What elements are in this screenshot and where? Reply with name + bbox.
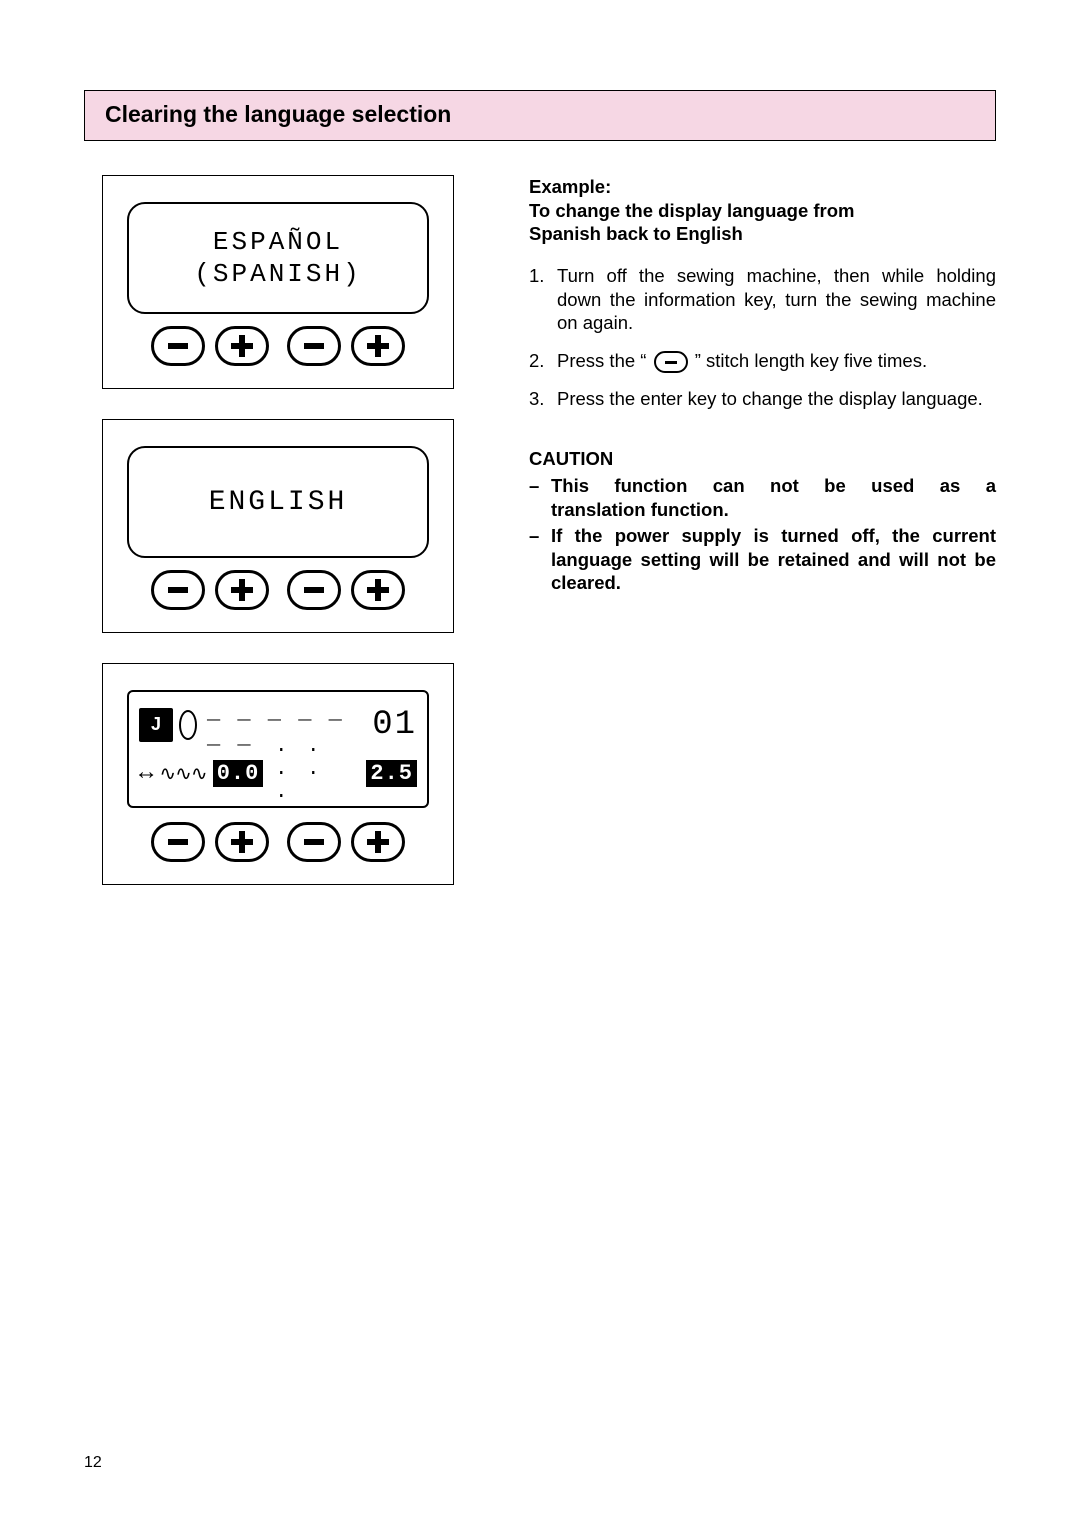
length-plus-button[interactable]: [351, 822, 405, 862]
length-minus-button[interactable]: [287, 326, 341, 366]
step2-suffix: ” stitch length key five times.: [695, 350, 927, 371]
width-minus-button[interactable]: [151, 822, 205, 862]
example-text: To change the display language from Span…: [529, 199, 900, 246]
width-arrow-icon: ↔: [139, 760, 153, 787]
left-column: ESPAÑOL (SPANISH): [84, 175, 479, 885]
stitch-width-value: 0.0: [213, 760, 264, 787]
width-minus-button[interactable]: [151, 326, 205, 366]
width-minus-button[interactable]: [151, 570, 205, 610]
lcd-line1: ENGLISH: [209, 485, 348, 520]
caution-heading: CAUTION: [529, 447, 996, 471]
width-plus-button[interactable]: [215, 570, 269, 610]
display-panel-spanish: ESPAÑOL (SPANISH): [102, 175, 454, 389]
length-plus-button[interactable]: [351, 326, 405, 366]
pattern-number: 01: [372, 706, 417, 744]
steps-list: 1. Turn off the sewing machine, then whi…: [529, 264, 996, 411]
step-1: 1. Turn off the sewing machine, then whi…: [529, 264, 996, 335]
display-panel-stitch: J _ _ _ _ _ _ _ 01 ↔ ∿∿∿ 0.0 · · · · · 2…: [102, 663, 454, 885]
caution-list: – This function can not be used as a tra…: [529, 474, 996, 594]
length-minus-button[interactable]: [287, 570, 341, 610]
display-panel-english: ENGLISH: [102, 419, 454, 633]
width-plus-button[interactable]: [215, 326, 269, 366]
needle-icon: [179, 710, 197, 740]
step-2: 2. Press the “ ” stitch length key five …: [529, 349, 996, 373]
example-label: Example:: [529, 175, 621, 199]
step-3: 3. Press the enter key to change the dis…: [529, 387, 996, 411]
lcd-line1: ESPAÑOL: [213, 226, 343, 259]
length-minus-button[interactable]: [287, 822, 341, 862]
presser-foot-icon: J: [139, 708, 173, 742]
mid-dots: · · · · ·: [269, 739, 360, 808]
caution-item: – This function can not be used as a tra…: [529, 474, 996, 521]
example-heading: Example: To change the display language …: [529, 175, 996, 246]
step2-prefix: Press the “: [557, 350, 652, 371]
width-plus-button[interactable]: [215, 822, 269, 862]
section-title: Clearing the language selection: [84, 90, 996, 141]
minus-key-icon: [654, 351, 688, 373]
page-number: 12: [84, 1454, 102, 1472]
lcd-line2: (SPANISH): [194, 258, 361, 291]
lcd-screen: J _ _ _ _ _ _ _ 01 ↔ ∿∿∿ 0.0 · · · · · 2…: [127, 690, 429, 808]
lcd-screen: ESPAÑOL (SPANISH): [127, 202, 429, 314]
lcd-screen: ENGLISH: [127, 446, 429, 558]
caution-item: – If the power supply is turned off, the…: [529, 524, 996, 595]
right-column: Example: To change the display language …: [529, 175, 996, 885]
stitch-length-value: 2.5: [366, 760, 417, 787]
zigzag-icon: ∿∿∿: [159, 761, 206, 787]
length-plus-button[interactable]: [351, 570, 405, 610]
